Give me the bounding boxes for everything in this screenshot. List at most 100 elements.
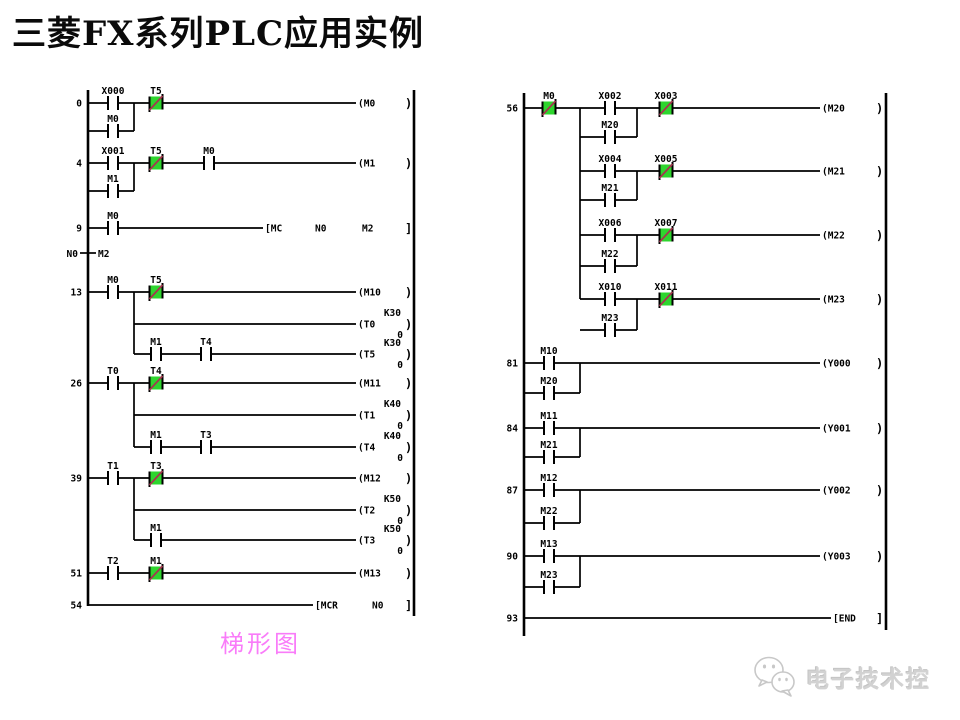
coil-T0: (T0) K30 0 [358,308,412,341]
coil-label: (M12 [358,474,381,485]
contact-label: M1 [150,430,162,441]
contact-label: M0 [107,275,119,286]
nc-slash [541,100,557,116]
wechat-icon [754,656,795,697]
no-contact-T4: T4 [200,337,212,361]
contact-gap [545,390,553,396]
coil-M20: (M20) [822,102,883,116]
coil-close-paren: ) [876,229,883,243]
coil-close-paren: ) [405,441,412,455]
coil-label: (Y000 [822,359,851,370]
contact-label: X002 [599,91,622,102]
coil-label: (T4 [358,443,375,454]
nc-slash [658,100,674,116]
contact-label: M12 [540,473,557,484]
contact-label: M0 [203,146,215,157]
contact-label: M22 [601,249,618,260]
contact-label: T5 [150,275,162,286]
contact-gap [606,232,614,238]
coil-T3: (T3) K50 0 [358,524,412,557]
timer-preset: K50 [384,494,401,505]
instruction-mc: [MC N0 M2] [265,222,412,236]
coil-label: (M20 [822,104,845,115]
step-number: 81 [507,359,519,370]
step-number: 87 [507,486,518,497]
no-contact-M23: M23 [540,570,558,594]
contact-label: M21 [540,440,557,451]
coil-label: (M10 [358,288,381,299]
no-contact-M1: M1 [107,174,119,198]
contact-label: M1 [107,174,119,185]
no-contact-M10: M10 [540,346,558,370]
coil-Y002: (Y002) [822,484,883,498]
coil-close-paren: ) [405,567,412,581]
step-number: 84 [507,424,519,435]
coil-close-paren: ) [876,484,883,498]
coil-label: (M0 [358,99,375,110]
coil-label: (M11 [358,379,381,390]
contact-label: M23 [540,570,557,581]
no-contact-X004: X004 [599,154,622,178]
step-number: 54 [71,601,83,612]
tap-label-left: N0 [67,249,79,260]
contact-gap [545,553,553,559]
contact-label: M1 [150,337,162,348]
coil-Y000: (Y000) [822,357,883,371]
coil-M22: (M22) [822,229,883,243]
contact-label: M1 [150,556,162,567]
step-number: 4 [76,159,82,170]
step-number: 93 [507,614,519,625]
coil-close-paren: ) [876,550,883,564]
nc-slash [148,284,164,300]
no-contact-M1: M1 [150,337,162,361]
nc-slash [148,155,164,171]
coil-Y001: (Y001) [822,422,883,436]
contact-label: M0 [543,91,555,102]
contact-gap [202,351,210,357]
nc-contact-X003: X003 [655,91,678,117]
watermark-label: 电子技术控 [806,666,931,692]
coil-label: (Y001 [822,424,851,435]
coil-T5: (T5) K30 0 [358,338,412,371]
contact-gap [606,134,614,140]
no-contact-M1: M1 [150,430,162,454]
contact-label: M11 [540,411,557,422]
coil-label: (M13 [358,569,381,580]
coil-close-paren: ) [876,422,883,436]
contact-label: X006 [599,218,622,229]
coil-close-paren: ) [876,293,883,307]
instruction-text: [MC [265,224,282,235]
no-contact-M22: M22 [601,249,619,273]
no-contact-M22: M22 [540,506,558,530]
instruction-close-bracket: ] [876,612,883,626]
step-number: 90 [507,552,519,563]
timer-current-value: 0 [397,330,403,341]
coil-label: (M22 [822,231,845,242]
contact-gap [606,296,614,302]
contact-gap [152,444,160,450]
coil-label: (T2 [358,506,375,517]
coil-T1: (T1) K40 0 [358,399,412,432]
contact-label: X000 [102,86,125,97]
coil-M12: (M12) [358,472,412,486]
tap-label-right: M2 [98,249,109,260]
contact-gap [545,360,553,366]
coil-close-paren: ) [405,534,412,548]
contact-label: M1 [150,523,162,534]
nc-slash [658,163,674,179]
contact-gap [545,454,553,460]
contact-label: M13 [540,539,557,550]
contact-label: T3 [150,461,162,472]
step-number: 13 [71,288,83,299]
contact-gap [109,475,117,481]
no-contact-M13: M13 [540,539,558,563]
coil-T4: (T4) K40 0 [358,431,412,464]
contact-label: T5 [150,146,162,157]
contact-label: X001 [102,146,125,157]
nc-contact-M1: M1 [148,556,164,582]
coil-Y003: (Y003) [822,550,883,564]
nc-contact-T4: T4 [148,366,164,392]
instruction-end: [END] [833,612,883,626]
